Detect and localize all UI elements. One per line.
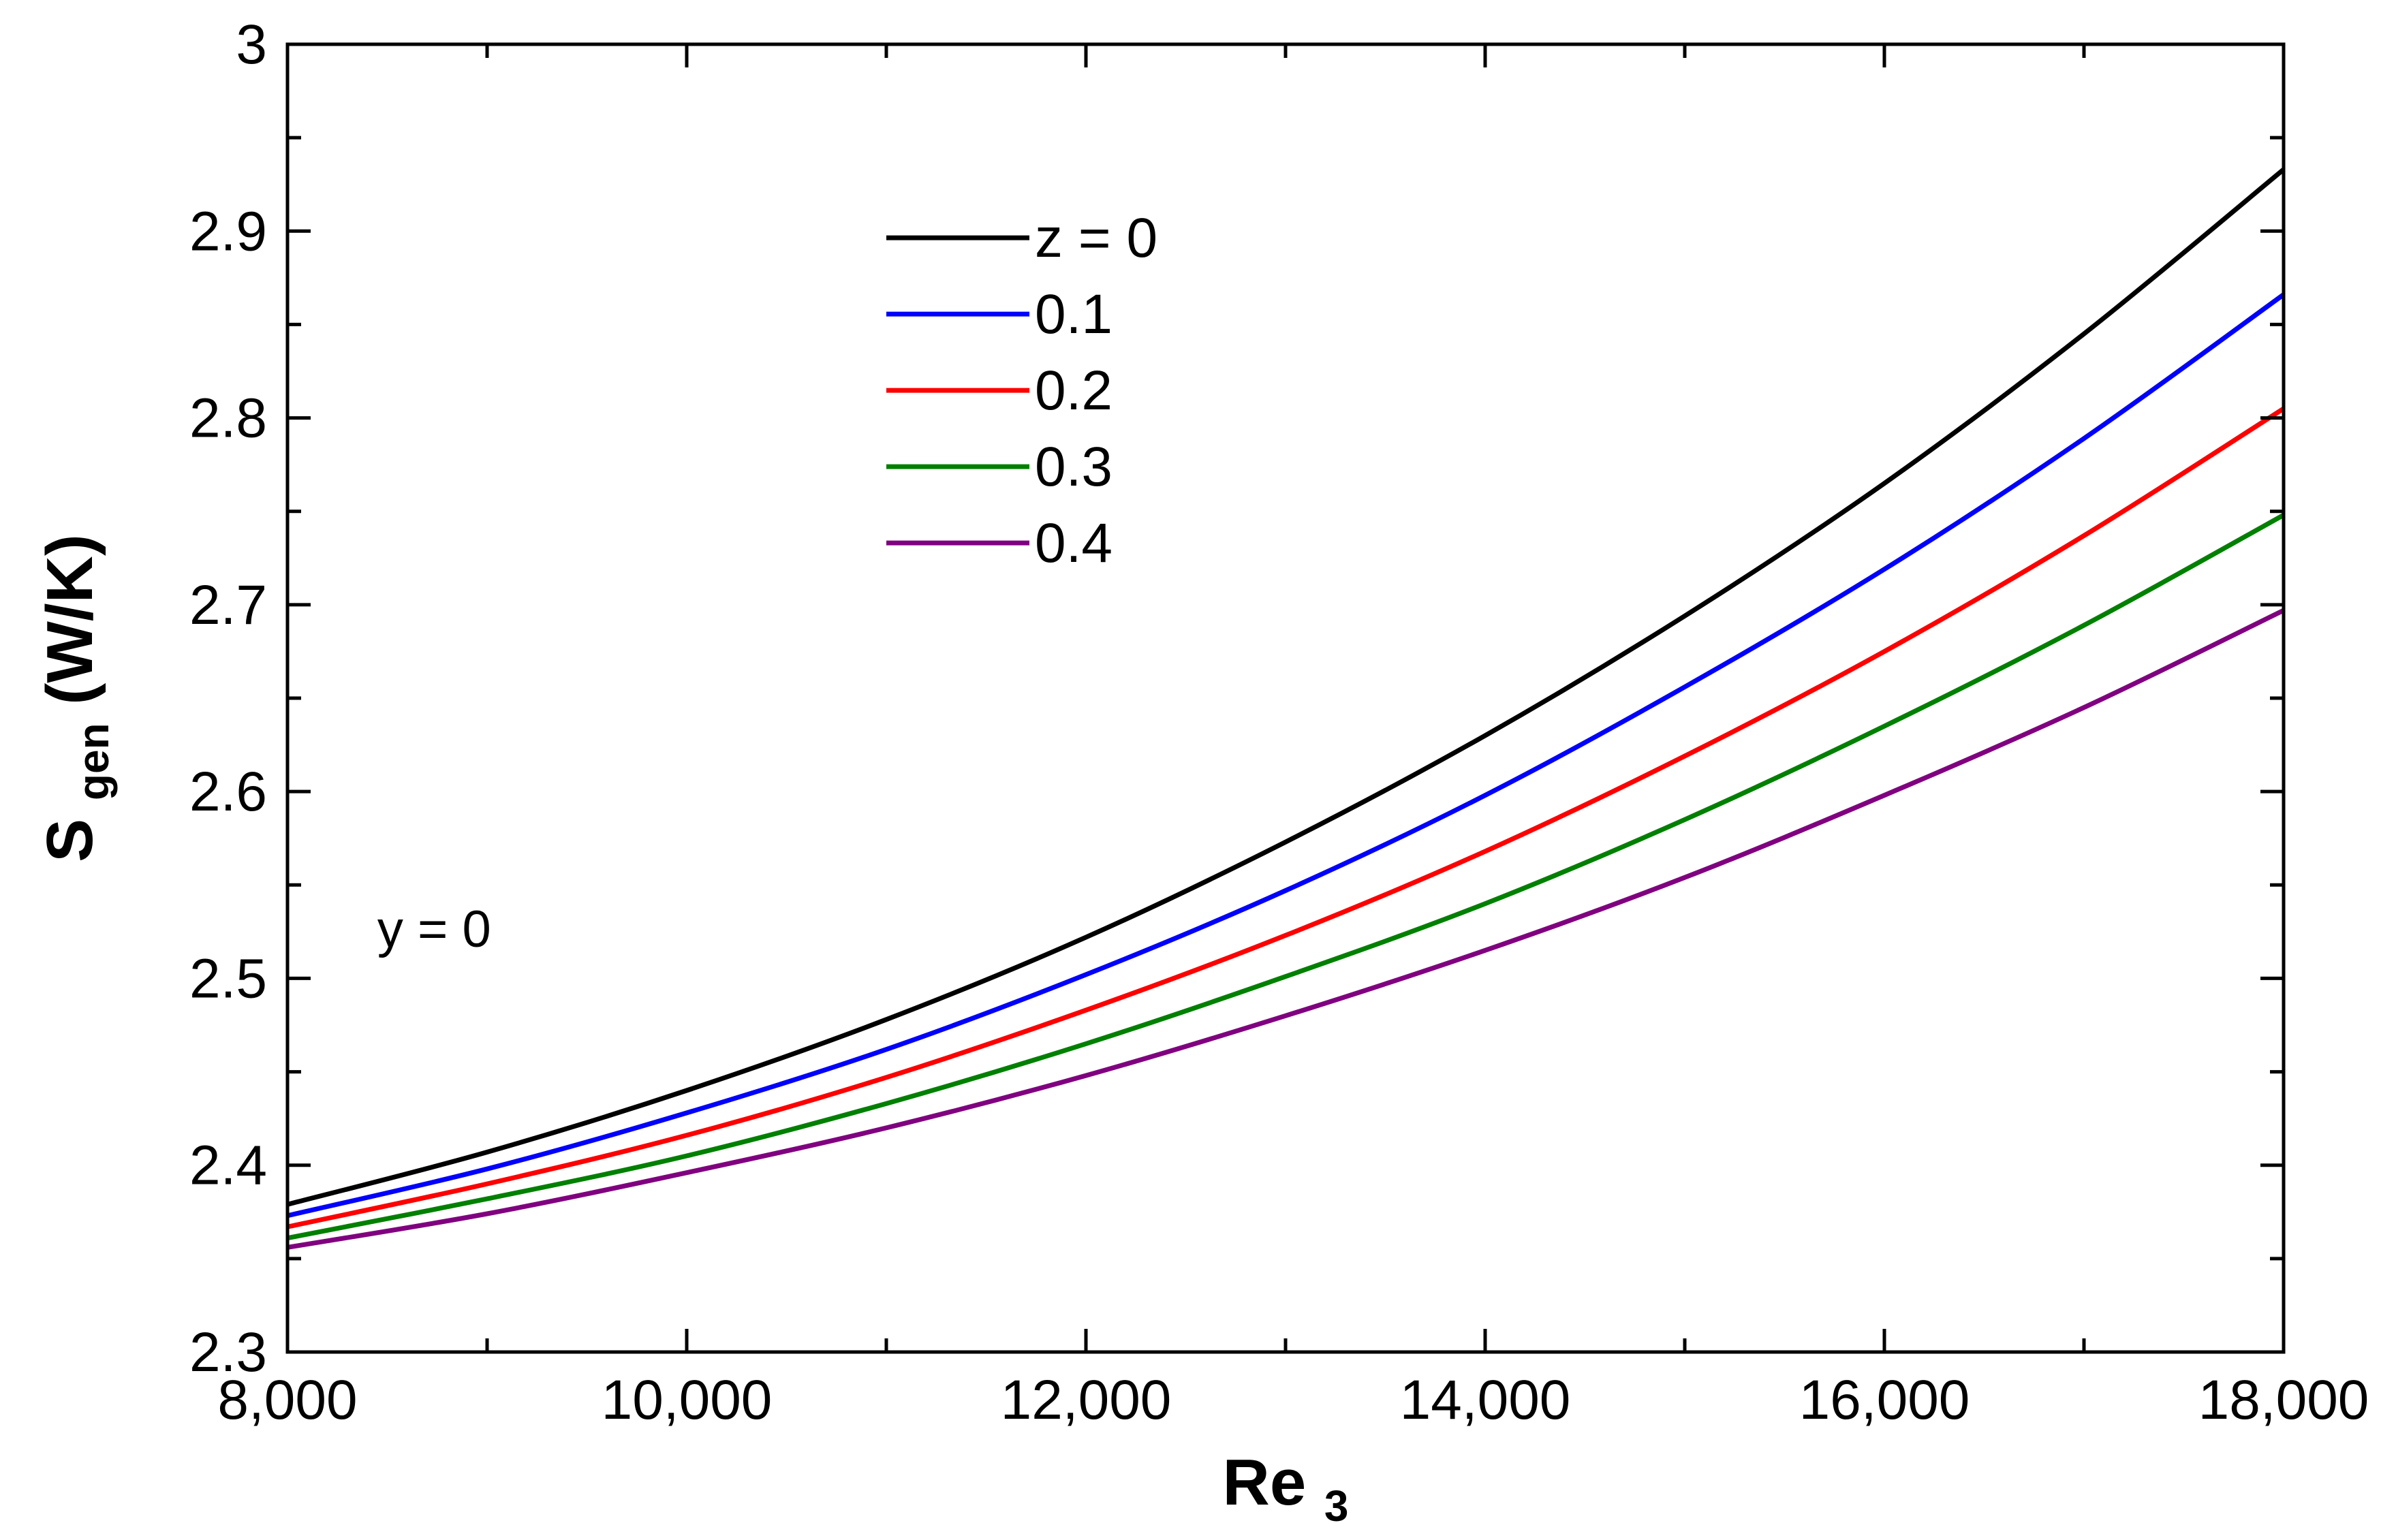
axis-ticks: 8,000 10,000 12,000 14,000 16,000 18,000 2.3 2.… (189, 14, 2369, 1431)
y-tick-label: 2.3 (189, 1321, 267, 1383)
series-line-2 (287, 406, 2285, 1229)
y-axis-label: S gen (W/K) (33, 534, 123, 862)
y-tick-label: 2.4 (189, 1135, 267, 1197)
legend-label-0: z = 0 (1035, 207, 1157, 269)
legend: z = 0 0.1 0.2 0.3 0.4 (886, 207, 1157, 574)
x-axis-label: Re 3 (1223, 1446, 1349, 1530)
y-tick-label: 3 (236, 14, 267, 76)
y-tick-label: 2.9 (189, 200, 267, 262)
x-axis-label-subscript: 3 (1324, 1481, 1349, 1530)
series-line-4 (287, 608, 2285, 1250)
series-line-3 (287, 513, 2285, 1241)
x-tick-label: 16,000 (1799, 1369, 1970, 1431)
series-line-0 (287, 168, 2286, 1207)
series-lines (287, 168, 2286, 1250)
legend-label-2: 0.2 (1035, 360, 1113, 422)
plot-area (287, 44, 2284, 1352)
x-tick-label: 8,000 (217, 1369, 357, 1431)
y-axis-label-units: (W/K) (33, 534, 106, 705)
y-axis-label-main: S (33, 819, 106, 862)
x-tick-label: 14,000 (1400, 1369, 1571, 1431)
legend-label-1: 0.1 (1035, 283, 1113, 345)
y-axis-label-subscript: gen (69, 723, 118, 800)
y-tick-label: 2.6 (189, 761, 267, 823)
x-tick-label: 12,000 (1001, 1369, 1172, 1431)
annotation-y-equals-0: y = 0 (377, 900, 491, 958)
plot-background (287, 44, 2284, 1352)
series-line-1 (287, 292, 2286, 1219)
y-tick-label: 2.7 (189, 574, 267, 636)
legend-label-3: 0.3 (1035, 436, 1113, 498)
legend-label-4: 0.4 (1035, 512, 1113, 574)
y-tick-label: 2.8 (189, 388, 267, 450)
x-tick-label: 18,000 (2198, 1369, 2369, 1431)
x-axis-label-main: Re (1223, 1446, 1307, 1519)
x-tick-label: 10,000 (602, 1369, 773, 1431)
y-tick-label: 2.5 (189, 947, 267, 1009)
